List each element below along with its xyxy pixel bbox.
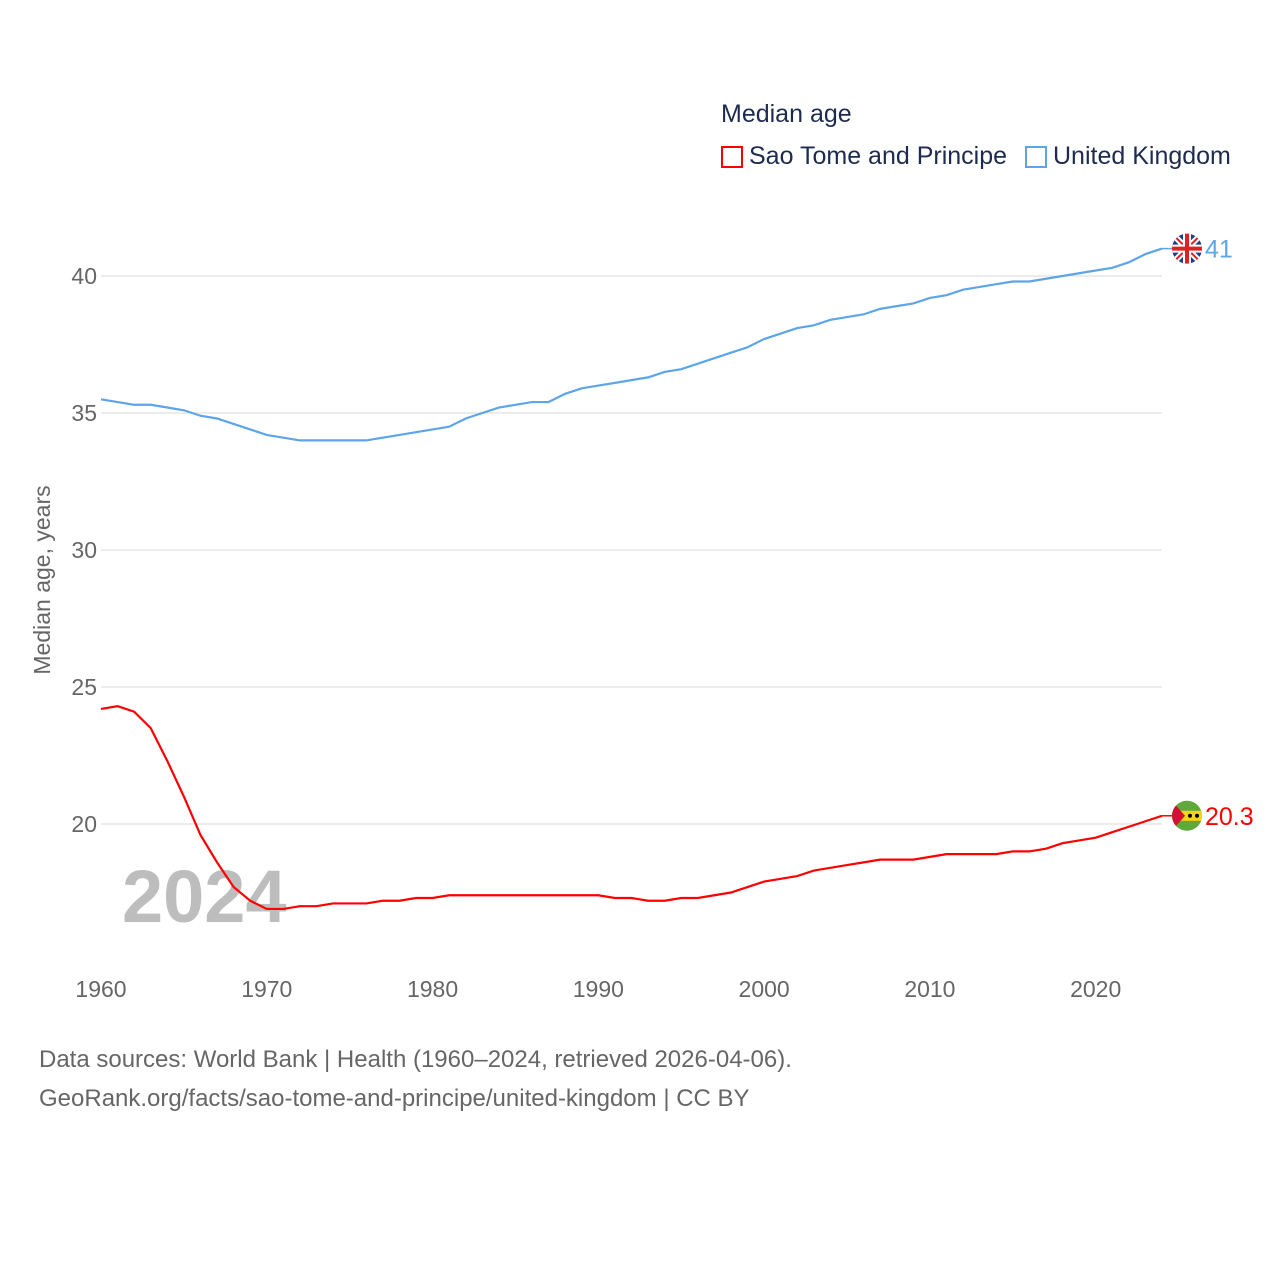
legend-item-united-kingdom[interactable]: United Kingdom [1025, 142, 1231, 171]
y-axis-label: Median age, years [29, 485, 55, 674]
x-tick-label: 2000 [739, 976, 790, 1002]
y-tick-label: 20 [71, 811, 97, 837]
year-watermark: 2024 [122, 855, 287, 938]
legend-label: Sao Tome and Principe [749, 142, 1008, 170]
uk-flag-icon [1172, 233, 1202, 264]
end-value-label: 41 [1205, 236, 1233, 264]
y-tick-label: 35 [71, 400, 97, 426]
y-tick-label: 30 [71, 537, 97, 563]
series-line-0 [100, 705, 1163, 911]
y-tick-label: 25 [71, 674, 97, 700]
legend-label: United Kingdom [1053, 142, 1231, 170]
x-tick-label: 1990 [573, 976, 624, 1002]
sao-tome-flag-icon [1172, 800, 1202, 831]
end-value-label: 20.3 [1205, 803, 1254, 831]
y-tick-label: 40 [71, 263, 97, 289]
x-tick-label: 1980 [407, 976, 458, 1002]
footer-sources: Data sources: World Bank | Health (1960–… [39, 1046, 792, 1073]
series-line-1 [100, 247, 1163, 442]
x-tick-label: 1970 [241, 976, 292, 1002]
x-tick-label: 2020 [1070, 976, 1121, 1002]
x-tick-label: 1960 [75, 976, 126, 1002]
legend-swatch [721, 145, 743, 168]
legend-swatch [1025, 145, 1047, 168]
legend-item-sao-tome[interactable]: Sao Tome and Principe [721, 142, 1007, 171]
footer-link[interactable]: GeoRank.org/facts/sao-tome-and-principe/… [39, 1085, 750, 1112]
x-tick-label: 2010 [904, 976, 955, 1002]
legend-title: Median age [721, 100, 852, 128]
